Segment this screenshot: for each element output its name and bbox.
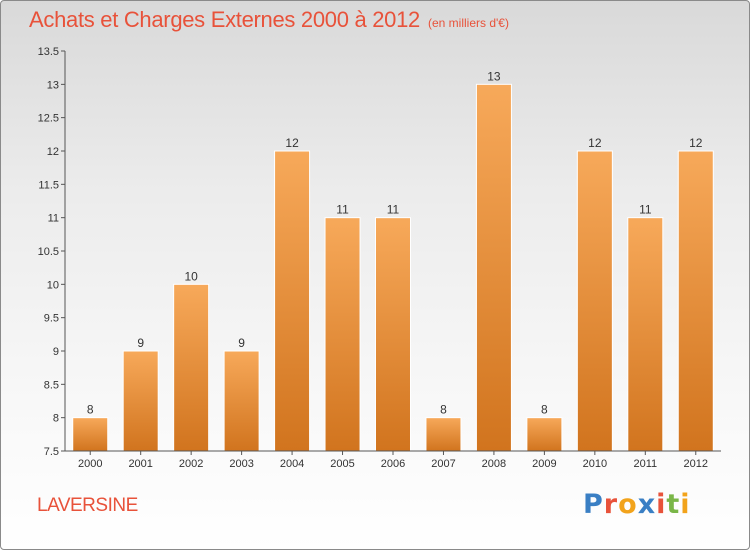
bar-2007[interactable] xyxy=(425,417,462,452)
logo-letter: P xyxy=(583,489,604,520)
logo-letter: i xyxy=(680,489,691,520)
data-label: 8 xyxy=(87,403,94,417)
bar-2004[interactable] xyxy=(274,150,311,452)
data-label: 12 xyxy=(285,136,299,150)
y-tick-label: 10 xyxy=(47,279,59,291)
bar-2000[interactable] xyxy=(72,417,109,452)
y-tick-label: 12 xyxy=(47,146,59,158)
logo-letter: o xyxy=(618,489,638,520)
logo-letter: x xyxy=(637,489,657,520)
y-tick-label: 12.5 xyxy=(38,113,59,125)
y-tick-label: 7.5 xyxy=(44,446,59,458)
y-tick-label: 10.5 xyxy=(38,246,59,258)
x-tick-label: 2007 xyxy=(431,458,455,470)
y-tick-label: 8.5 xyxy=(44,379,59,391)
data-label: 8 xyxy=(440,403,447,417)
x-tick-label: 2004 xyxy=(280,458,304,470)
bar-2010[interactable] xyxy=(576,150,613,452)
commune-name: LAVERSINE xyxy=(37,495,138,516)
y-tick-label: 11.5 xyxy=(38,179,59,191)
chart-title: Achats et Charges Externes 2000 à 2012 (e… xyxy=(29,7,509,33)
x-tick-label: 2005 xyxy=(330,458,354,470)
data-label: 12 xyxy=(689,136,703,150)
data-label: 11 xyxy=(639,203,652,217)
logo-letter: r xyxy=(603,489,619,520)
x-tick-label: 2009 xyxy=(532,458,556,470)
y-tick-label: 13 xyxy=(47,79,59,91)
x-tick-label: 2006 xyxy=(381,458,405,470)
bar-2002[interactable] xyxy=(173,283,210,452)
bar-2012[interactable] xyxy=(677,150,714,452)
data-label: 12 xyxy=(588,136,602,150)
y-tick-label: 11 xyxy=(48,213,59,225)
x-tick-label: 2003 xyxy=(229,458,253,470)
bar-2011[interactable] xyxy=(627,217,664,452)
data-label: 11 xyxy=(336,203,349,217)
x-tick-label: 2008 xyxy=(482,458,506,470)
proxiti-logo[interactable]: Proxiti xyxy=(583,489,691,520)
bar-2005[interactable] xyxy=(324,217,361,452)
bar-2003[interactable] xyxy=(223,350,260,452)
x-tick-label: 2000 xyxy=(78,458,102,470)
y-tick-label: 8 xyxy=(53,413,59,425)
x-tick-label: 2002 xyxy=(179,458,203,470)
logo-letter: i xyxy=(656,489,667,520)
x-tick-label: 2011 xyxy=(633,458,657,470)
bar-2006[interactable] xyxy=(375,217,411,452)
bar-2001[interactable] xyxy=(122,350,159,452)
chart-unit-text: (en milliers d'€) xyxy=(427,16,509,30)
data-label: 11 xyxy=(387,203,400,217)
y-tick-label: 9.5 xyxy=(44,313,59,325)
logo-letter: t xyxy=(666,489,681,520)
data-label: 13 xyxy=(487,69,501,83)
y-tick-label: 13.5 xyxy=(38,46,59,58)
chart-title-text: Achats et Charges Externes 2000 à 2012 xyxy=(29,7,420,32)
data-label: 10 xyxy=(184,269,198,283)
x-tick-label: 2010 xyxy=(583,458,607,470)
y-tick-label: 9 xyxy=(53,346,59,358)
bar-2008[interactable] xyxy=(475,83,512,452)
bar-2009[interactable] xyxy=(526,417,563,452)
data-label: 9 xyxy=(238,336,245,350)
data-label: 8 xyxy=(541,403,548,417)
x-tick-label: 2012 xyxy=(684,458,708,470)
data-label: 9 xyxy=(137,336,144,350)
x-tick-label: 2001 xyxy=(128,458,152,470)
